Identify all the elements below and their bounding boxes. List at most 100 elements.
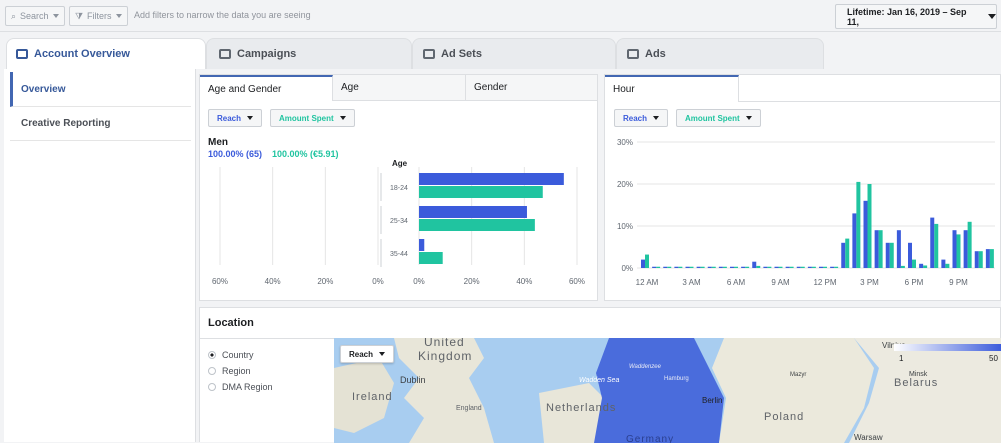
sidebar-item-overview[interactable]: Overview <box>10 72 191 107</box>
bar-spent <box>811 266 816 268</box>
bar-spent <box>419 186 543 198</box>
germany <box>594 338 724 443</box>
tick-label: 0% <box>372 277 384 286</box>
bar-reach <box>874 230 879 268</box>
filters-button[interactable]: ⧩ Filters <box>69 6 128 26</box>
tab-label: Campaigns <box>237 48 297 60</box>
bar-spent <box>800 266 805 268</box>
sidebar-item-creative-reporting[interactable]: Creative Reporting <box>10 106 191 141</box>
bar-spent <box>845 238 850 268</box>
map-label: Germany <box>626 434 674 443</box>
tab-age-and-gender[interactable]: Age and Gender <box>200 75 333 101</box>
bar-reach <box>896 230 901 268</box>
amount-spent-dropdown[interactable]: Amount Spent <box>676 109 761 127</box>
chevron-down-icon <box>339 116 346 120</box>
hour-chart: 0% 10% 20% 30% 12 AM 3 AM 6 AM 9 AM 12 PM 3 PM 6 P… <box>617 138 995 287</box>
y-tick-label: 0% <box>621 264 633 273</box>
bar-reach <box>974 251 979 268</box>
search-label: Search <box>20 11 49 21</box>
map-label: Kingdom <box>418 349 472 363</box>
bar-spent <box>867 184 872 268</box>
tick-label: 20% <box>317 277 333 286</box>
men-spent-value: 100.00% (€5.91) <box>272 149 339 159</box>
tick-label: 20% <box>464 277 480 286</box>
category-label: 25-34 <box>390 218 408 225</box>
bar-reach <box>696 266 701 268</box>
x-tick-label: 3 PM <box>860 278 879 287</box>
tick-label: 40% <box>516 277 532 286</box>
bar-reach <box>941 259 946 268</box>
map-label: England <box>456 405 482 412</box>
reach-dropdown[interactable]: Reach <box>614 109 669 127</box>
tab-gender[interactable]: Gender <box>466 75 597 101</box>
tab-label: Ads <box>645 48 666 60</box>
chevron-down-icon <box>745 116 752 120</box>
category-label: 35-44 <box>390 251 408 258</box>
tick-label: 40% <box>265 277 281 286</box>
y-tick-label: 10% <box>617 222 633 231</box>
x-tick-label: 9 PM <box>949 278 968 287</box>
bar-reach <box>763 266 768 268</box>
date-range-picker[interactable]: Lifetime: Jan 16, 2019 – Sep 11, <box>835 4 997 29</box>
age-axis-title: Age <box>392 159 408 168</box>
tab-hour[interactable]: Hour <box>605 75 739 102</box>
bar-reach <box>685 266 690 268</box>
bar-reach <box>819 266 823 268</box>
bar-reach <box>908 242 912 268</box>
bar-spent <box>778 266 783 268</box>
tab-age[interactable]: Age <box>333 75 466 101</box>
bar-spent <box>978 251 983 268</box>
bar-spent <box>823 266 827 268</box>
tab-account-overview[interactable]: Account Overview <box>6 38 206 69</box>
location-title: Location <box>208 317 254 329</box>
radio-icon <box>208 383 216 391</box>
bar-spent <box>923 265 928 268</box>
tick-label: 60% <box>569 277 585 286</box>
tab-label: Age and Gender <box>208 83 282 95</box>
filter-hint: Add filters to narrow the data you are s… <box>134 10 311 20</box>
great-britain <box>394 338 494 443</box>
reach-dropdown[interactable]: Reach <box>208 109 263 127</box>
map-label: United <box>424 338 465 349</box>
bar-reach <box>419 206 527 218</box>
bar-spent <box>745 266 750 268</box>
map-reach-dropdown[interactable]: Reach <box>340 345 395 363</box>
bar-reach <box>952 230 957 268</box>
age-gender-chart: 60% 40% 20% 0% 0% 20% 40% 60% Age 18-24 25-34 35-44 <box>212 159 585 286</box>
bar-reach <box>752 261 757 268</box>
tab-label: Account Overview <box>34 48 130 60</box>
date-range-label: Lifetime: Jan 16, 2019 – Sep 11, <box>847 6 967 27</box>
dropdown-label: Reach <box>349 349 374 359</box>
legend-max: 50 <box>989 354 998 363</box>
bar-spent <box>689 266 694 268</box>
bar-reach <box>930 217 935 268</box>
netherlands <box>539 383 604 443</box>
option-dma-region[interactable]: DMA Region <box>208 382 273 392</box>
ireland <box>334 358 394 433</box>
location-map[interactable]: United Kingdom Dublin Ireland England Ne… <box>334 338 1001 443</box>
bar-spent <box>756 265 761 268</box>
belarus <box>849 338 1001 443</box>
tab-campaigns[interactable]: Campaigns <box>206 38 412 69</box>
option-label: Region <box>222 366 251 376</box>
option-country[interactable]: Country <box>208 350 273 360</box>
filters-label: Filters <box>87 11 112 21</box>
search-icon: ⌕ <box>11 10 17 21</box>
tab-ad-sets[interactable]: Ad Sets <box>412 38 616 69</box>
tab-label: Age <box>341 82 359 93</box>
amount-spent-dropdown[interactable]: Amount Spent <box>270 109 355 127</box>
search-button[interactable]: ⌕ Search <box>5 6 65 26</box>
x-tick-label: 6 AM <box>727 278 746 287</box>
bar-spent <box>711 266 716 268</box>
filter-icon: ⧩ <box>75 10 84 21</box>
bar-reach <box>707 266 712 268</box>
map-label: Vilnius <box>882 341 905 350</box>
bar-spent <box>878 230 883 268</box>
men-reach-value: 100.00% (65) <box>208 149 263 159</box>
x-tick-label: 3 AM <box>682 278 701 287</box>
option-region[interactable]: Region <box>208 366 273 376</box>
bar-spent <box>734 266 738 268</box>
tab-ads[interactable]: Ads <box>616 38 824 69</box>
dropdown-label: Amount Spent <box>279 113 334 123</box>
bar-spent <box>912 259 916 268</box>
